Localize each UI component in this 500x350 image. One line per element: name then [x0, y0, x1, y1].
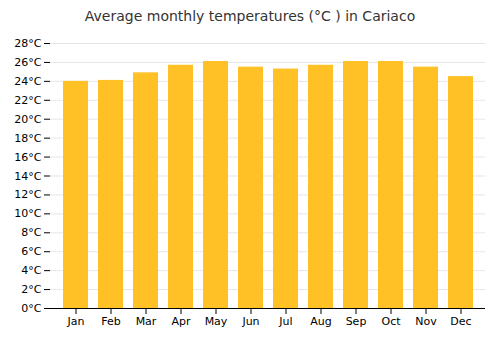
svg-text:8°C: 8°C	[21, 226, 41, 239]
svg-text:26°C: 26°C	[14, 56, 41, 69]
svg-text:Feb: Feb	[101, 315, 120, 328]
svg-text:14°C: 14°C	[14, 170, 41, 183]
svg-text:24°C: 24°C	[14, 75, 41, 88]
svg-text:10°C: 10°C	[14, 207, 41, 220]
svg-text:Jun: Jun	[241, 315, 259, 328]
svg-text:2°C: 2°C	[21, 283, 41, 296]
svg-text:16°C: 16°C	[14, 151, 41, 164]
svg-text:12°C: 12°C	[14, 188, 41, 201]
svg-text:Dec: Dec	[450, 315, 471, 328]
svg-text:20°C: 20°C	[14, 113, 41, 126]
svg-text:4°C: 4°C	[21, 264, 41, 277]
svg-text:0°C: 0°C	[21, 302, 41, 315]
svg-text:Nov: Nov	[415, 315, 437, 328]
svg-text:Sep: Sep	[346, 315, 367, 328]
svg-text:Mar: Mar	[136, 315, 157, 328]
svg-text:22°C: 22°C	[14, 94, 41, 107]
svg-text:6°C: 6°C	[21, 245, 41, 258]
svg-text:Apr: Apr	[171, 315, 191, 328]
svg-text:Oct: Oct	[381, 315, 401, 328]
svg-text:18°C: 18°C	[14, 132, 41, 145]
svg-text:28°C: 28°C	[14, 37, 41, 50]
svg-text:Aug: Aug	[310, 315, 331, 328]
svg-text:May: May	[205, 315, 228, 328]
svg-text:Jan: Jan	[67, 315, 85, 328]
svg-text:Jul: Jul	[278, 315, 292, 328]
html-text:Average monthly temperatures (: Average monthly temperatures (°C ) in Ca…	[84, 8, 416, 24]
